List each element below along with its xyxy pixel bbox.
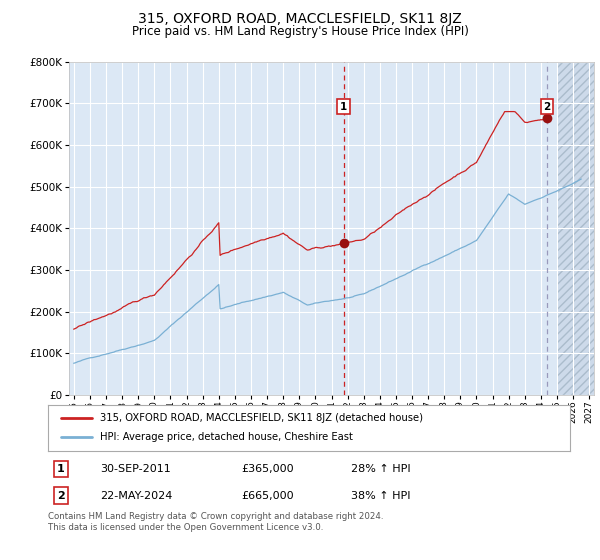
Text: 30-SEP-2011: 30-SEP-2011 (100, 464, 171, 474)
Text: £365,000: £365,000 (241, 464, 294, 474)
Text: 1: 1 (57, 464, 65, 474)
Bar (557, 62, 597, 395)
Text: 22-MAY-2024: 22-MAY-2024 (100, 491, 173, 501)
Text: 2: 2 (544, 101, 551, 111)
Text: 38% ↑ HPI: 38% ↑ HPI (351, 491, 410, 501)
Text: 1: 1 (340, 101, 347, 111)
Text: HPI: Average price, detached house, Cheshire East: HPI: Average price, detached house, Ches… (100, 432, 353, 442)
Text: Price paid vs. HM Land Registry's House Price Index (HPI): Price paid vs. HM Land Registry's House … (131, 25, 469, 38)
Text: 315, OXFORD ROAD, MACCLESFIELD, SK11 8JZ (detached house): 315, OXFORD ROAD, MACCLESFIELD, SK11 8JZ… (100, 413, 423, 423)
Text: £665,000: £665,000 (241, 491, 294, 501)
Text: Contains HM Land Registry data © Crown copyright and database right 2024.
This d: Contains HM Land Registry data © Crown c… (48, 512, 383, 532)
Text: 315, OXFORD ROAD, MACCLESFIELD, SK11 8JZ: 315, OXFORD ROAD, MACCLESFIELD, SK11 8JZ (138, 12, 462, 26)
Text: 28% ↑ HPI: 28% ↑ HPI (351, 464, 410, 474)
Text: 2: 2 (57, 491, 65, 501)
